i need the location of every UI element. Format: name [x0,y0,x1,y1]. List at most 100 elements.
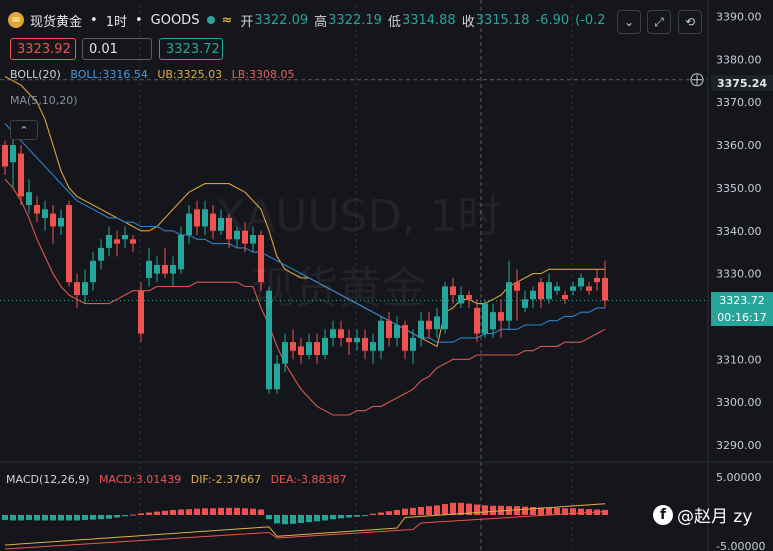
macd-histogram-bar [418,507,424,515]
loop-icon[interactable]: ⟲ [678,10,702,34]
high-value: 3322.19 [328,12,382,28]
macd-histogram-bar [578,508,584,515]
title-separator: • [134,12,143,28]
candle-body [18,153,24,197]
macd-histogram-bar [402,508,408,515]
expand-icon[interactable]: ⤢ [647,10,671,34]
candle-body [458,295,464,304]
crosshair-price-tag: 3375.24 [711,75,773,91]
macd-histogram-bar [546,507,552,515]
macd-histogram-bar [378,512,384,515]
ma-legend[interactable]: MA(5,10,20) [10,94,78,107]
buy-price-button[interactable]: 3323.72 [159,38,223,60]
macd-histogram-bar [554,507,560,515]
macd-histogram-bar [2,515,8,521]
candle-body [26,192,32,206]
macd-histogram-bar [170,509,176,515]
macd-tick-label: -5.00000 [716,540,765,551]
candle-body [306,342,312,356]
candle-body [586,286,592,291]
candle-body [50,213,56,227]
boll-lb-value: LB:3308.05 [231,68,295,81]
macd-histogram-bar [346,515,352,518]
candle-body [154,265,160,274]
chevron-down-icon[interactable]: ⌄ [617,10,641,34]
interval-label[interactable]: 1时 [105,14,127,30]
candle-body [234,230,240,240]
macd-histogram-bar [426,506,432,515]
boll-mid-value: BOLL:3316.54 [70,68,148,81]
candle-body [2,145,8,167]
macd-histogram-bar [114,515,120,518]
candle-body [106,235,112,248]
macd-histogram-bar [50,515,56,521]
open-label: 开 [240,14,254,30]
candle-body [506,282,512,321]
candle-body [34,205,40,214]
candle-body [442,286,448,330]
candle-body [402,325,408,351]
facebook-icon: f [653,504,673,525]
symbol-title[interactable]: 现货黄金 [30,14,83,30]
macd-histogram-bar [386,511,392,515]
macd-histogram-bar [498,505,504,515]
macd-histogram-bar [178,509,184,515]
candle-body [370,342,376,351]
boll-ub-value: UB:3325.03 [157,68,223,81]
candle-body [170,265,176,274]
boll-mid-line [4,123,605,343]
low-label: 低 [387,14,401,30]
candle-body [490,312,496,330]
macd-histogram-bar [250,508,256,515]
macd-histogram-bar [394,509,400,515]
change-value: -6.90 [535,12,570,28]
macd-histogram-bar [10,515,16,521]
macd-histogram-bar [330,515,336,520]
candle-body [130,239,136,244]
macd-histogram-bar [138,513,144,515]
boll-title: BOLL(20) [10,68,61,81]
macd-histogram-bar [306,515,312,523]
price-tick-label: 3360.00 [716,139,762,152]
candle-body [410,337,416,351]
candle-body [522,299,528,308]
symbol-header: 现货黄金 • 1时 • GOODS ≈ 开 3322.09 高 3322.19 … [8,10,612,30]
countdown-tag: 00:16:17 [711,309,773,326]
candle-body [274,363,280,390]
macd-histogram-bar [154,511,160,515]
candle-body [554,286,560,291]
change-percent: (-0.2 [575,12,606,28]
candle-body [346,337,352,343]
credit-watermark: f @赵月 zy [653,502,752,527]
macd-histogram-bar [42,515,48,521]
gold-logo-icon [8,12,24,28]
macd-histogram-bar [210,508,216,515]
boll-upper-line [4,76,605,348]
candle-body [538,282,544,300]
candle-body [466,295,472,300]
low-value: 3314.88 [401,12,456,28]
macd-histogram-bar [490,505,496,515]
candle-body [10,145,16,163]
candle-body [298,346,304,356]
macd-histogram-bar [226,507,232,515]
candle-body [602,277,608,301]
boll-legend[interactable]: BOLL(20) BOLL:3316.54 UB:3325.03 LB:3308… [10,68,295,81]
macd-histogram-bar [322,515,328,521]
macd-histogram-bar [338,515,344,519]
candle-body [74,282,80,296]
candle-body [362,337,368,351]
macd-legend[interactable]: MACD(12,26,9) MACD:3.01439 DIF:-2.37667 … [6,473,347,486]
candle-body [98,247,104,261]
candle-body [482,303,488,334]
macd-histogram-bar [66,515,72,521]
price-tick-label: 3390.00 [716,11,762,24]
candle-body [218,217,224,231]
sell-price-button[interactable]: 3323.92 [10,38,76,60]
collapse-legend-button[interactable]: ⌃ [10,120,38,140]
macd-histogram-bar [258,509,264,515]
candle-body [354,337,360,343]
macd-histogram-bar [106,515,112,519]
lot-size-input[interactable]: 0.01 [82,38,152,60]
exchange-label: GOODS [150,12,200,28]
